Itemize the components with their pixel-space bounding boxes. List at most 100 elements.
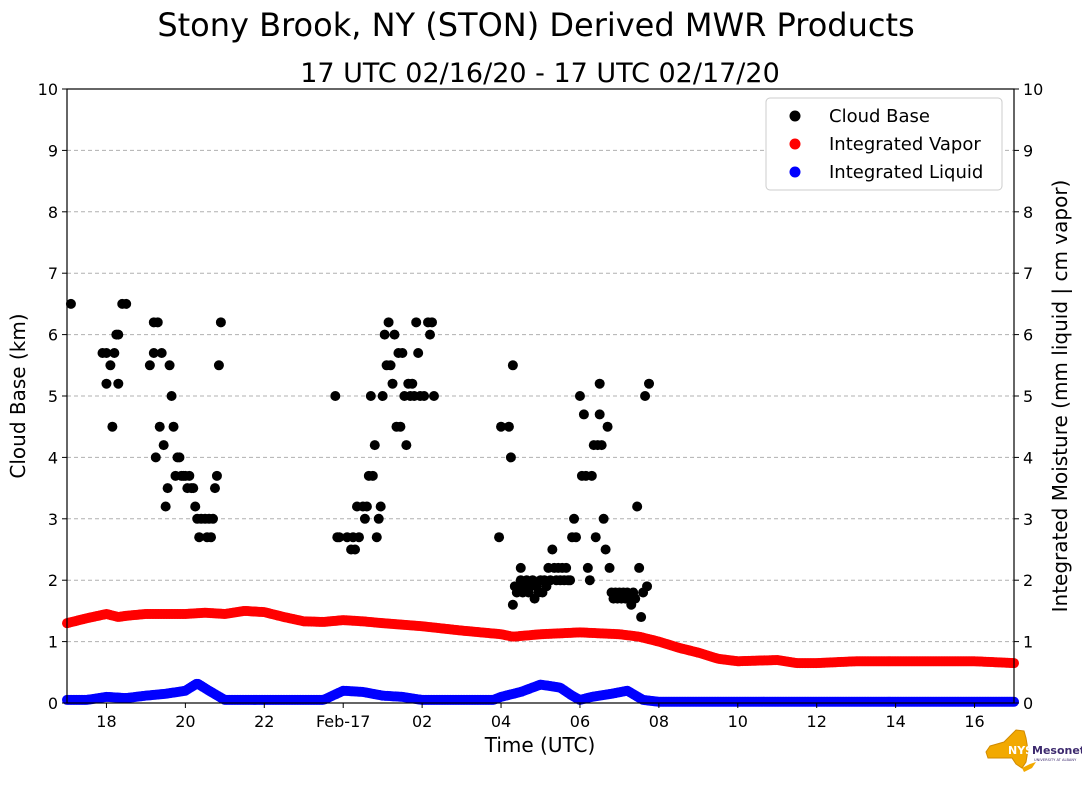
chart-title: Stony Brook, NY (STON) Derived MWR Produ… bbox=[157, 6, 914, 44]
cloud-base-point bbox=[586, 470, 597, 481]
legend: Cloud Base Integrated Vapor Integrated L… bbox=[765, 97, 1003, 191]
cloud-base-point bbox=[209, 483, 220, 494]
y-tick-label-right: 9 bbox=[1023, 141, 1033, 160]
cloud-base-point bbox=[407, 378, 418, 389]
legend-label-cloud-base: Cloud Base bbox=[829, 106, 930, 127]
cloud-base-point bbox=[413, 348, 424, 359]
cloud-base-point bbox=[596, 440, 607, 451]
cloud-base-point bbox=[582, 562, 593, 573]
cloud-base-point bbox=[411, 317, 422, 328]
cloud-base-point bbox=[602, 421, 613, 432]
y-tick-label: 4 bbox=[48, 448, 58, 467]
cloud-base-point bbox=[211, 470, 222, 481]
logo-tagline: UNIVERSITY AT ALBANY bbox=[1034, 758, 1077, 762]
cloud-base-point bbox=[330, 391, 341, 401]
x-tick-label: 22 bbox=[254, 712, 274, 731]
y-tick-label-right: 0 bbox=[1023, 694, 1033, 713]
legend-marker-integrated-liquid bbox=[789, 166, 801, 178]
y-tick-label: 8 bbox=[48, 203, 58, 222]
cloud-base-point bbox=[642, 581, 653, 592]
cloud-base-point bbox=[194, 532, 205, 543]
cloud-base-point bbox=[215, 317, 226, 328]
cloud-base-point bbox=[101, 378, 112, 389]
cloud-base-point bbox=[590, 532, 601, 543]
y-tick-label: 7 bbox=[48, 264, 58, 283]
logo-name: Mesonet bbox=[1032, 744, 1082, 757]
legend-marker-cloud-base bbox=[789, 110, 801, 122]
cloud-base-point bbox=[547, 544, 558, 555]
cloud-base-point bbox=[598, 513, 609, 524]
cloud-base-point bbox=[188, 483, 199, 494]
cloud-base-point bbox=[113, 329, 124, 340]
cloud-base-point bbox=[350, 544, 361, 555]
cloud-base-point bbox=[574, 391, 585, 401]
cloud-base-point bbox=[190, 501, 201, 512]
cloud-base-point bbox=[371, 532, 382, 543]
grid-lines bbox=[67, 149, 1014, 643]
y-tick-label: 6 bbox=[48, 326, 58, 345]
cloud-base-point bbox=[571, 532, 582, 543]
y-tick-label-right: 7 bbox=[1023, 264, 1033, 283]
cloud-base-point bbox=[385, 360, 396, 371]
y-tick-label-right: 6 bbox=[1023, 326, 1033, 345]
cloud-base-point bbox=[494, 532, 505, 543]
x-tick-label: 08 bbox=[649, 712, 669, 731]
y-tick-label: 5 bbox=[48, 387, 58, 406]
cloud-base-point bbox=[503, 421, 514, 432]
chart-subtitle: 17 UTC 02/16/20 - 17 UTC 02/17/20 bbox=[300, 58, 780, 89]
cloud-base-point bbox=[636, 612, 647, 623]
cloud-base-point bbox=[630, 593, 641, 604]
y-tick-label-right: 8 bbox=[1023, 203, 1033, 222]
cloud-base-point bbox=[174, 452, 185, 463]
legend-box bbox=[765, 97, 1003, 191]
y-tick-label: 10 bbox=[38, 80, 58, 99]
x-axis-label: Time (UTC) bbox=[484, 733, 596, 757]
cloud-base-point bbox=[166, 391, 177, 401]
cloud-base-point bbox=[107, 421, 118, 432]
x-tick-label: 20 bbox=[175, 712, 195, 731]
cloud-base-point bbox=[162, 483, 173, 494]
x-tick-label: Feb-17 bbox=[316, 712, 370, 731]
cloud-base-point bbox=[383, 317, 394, 328]
cloud-base-point bbox=[334, 532, 345, 543]
cloud-base-series bbox=[65, 298, 655, 623]
cloud-base-point bbox=[426, 317, 437, 328]
cloud-base-point bbox=[634, 562, 645, 573]
y-tick-label: 2 bbox=[48, 571, 58, 590]
cloud-base-point bbox=[158, 440, 169, 451]
y-tick-label-right: 1 bbox=[1023, 633, 1033, 652]
cloud-base-point bbox=[507, 360, 518, 371]
cloud-base-point bbox=[101, 348, 112, 359]
y-tick-label-right: 5 bbox=[1023, 387, 1033, 406]
cloud-base-point bbox=[640, 391, 651, 401]
cloud-base-point bbox=[367, 470, 378, 481]
cloud-base-point bbox=[425, 329, 436, 340]
y-axis-label-left: Cloud Base (km) bbox=[6, 313, 30, 478]
cloud-base-point bbox=[565, 575, 576, 586]
cloud-base-point bbox=[578, 409, 589, 420]
cloud-base-point bbox=[600, 544, 611, 555]
y-axis-ticks: 0 0 1 1 2 2 3 3 4 4 5 5 6 6 7 7 8 8 9 9 10 10 bbox=[38, 80, 1044, 713]
nys-mesonet-logo: NYS Mesonet UNIVERSITY AT ALBANY bbox=[982, 728, 1085, 774]
cloud-base-point bbox=[395, 421, 406, 432]
x-tick-label: 04 bbox=[491, 712, 511, 731]
cloud-base-point bbox=[154, 421, 165, 432]
cloud-base-point bbox=[594, 409, 605, 420]
cloud-base-point bbox=[353, 532, 364, 543]
cloud-base-point bbox=[113, 378, 124, 389]
y-tick-label: 0 bbox=[48, 694, 58, 713]
y-tick-label-right: 2 bbox=[1023, 571, 1033, 590]
cloud-base-point bbox=[184, 470, 195, 481]
cloud-base-point bbox=[105, 360, 116, 371]
cloud-base-point bbox=[365, 391, 376, 401]
integrated-vapor-series bbox=[62, 605, 1019, 669]
cloud-base-point bbox=[369, 440, 380, 451]
cloud-base-point bbox=[160, 501, 171, 512]
cloud-base-point bbox=[397, 348, 408, 359]
cloud-base-point bbox=[644, 378, 655, 389]
x-tick-label: 18 bbox=[96, 712, 116, 731]
cloud-base-point bbox=[507, 599, 518, 610]
logo-brand: NYS bbox=[1008, 744, 1033, 757]
y-tick-label-right: 3 bbox=[1023, 510, 1033, 529]
